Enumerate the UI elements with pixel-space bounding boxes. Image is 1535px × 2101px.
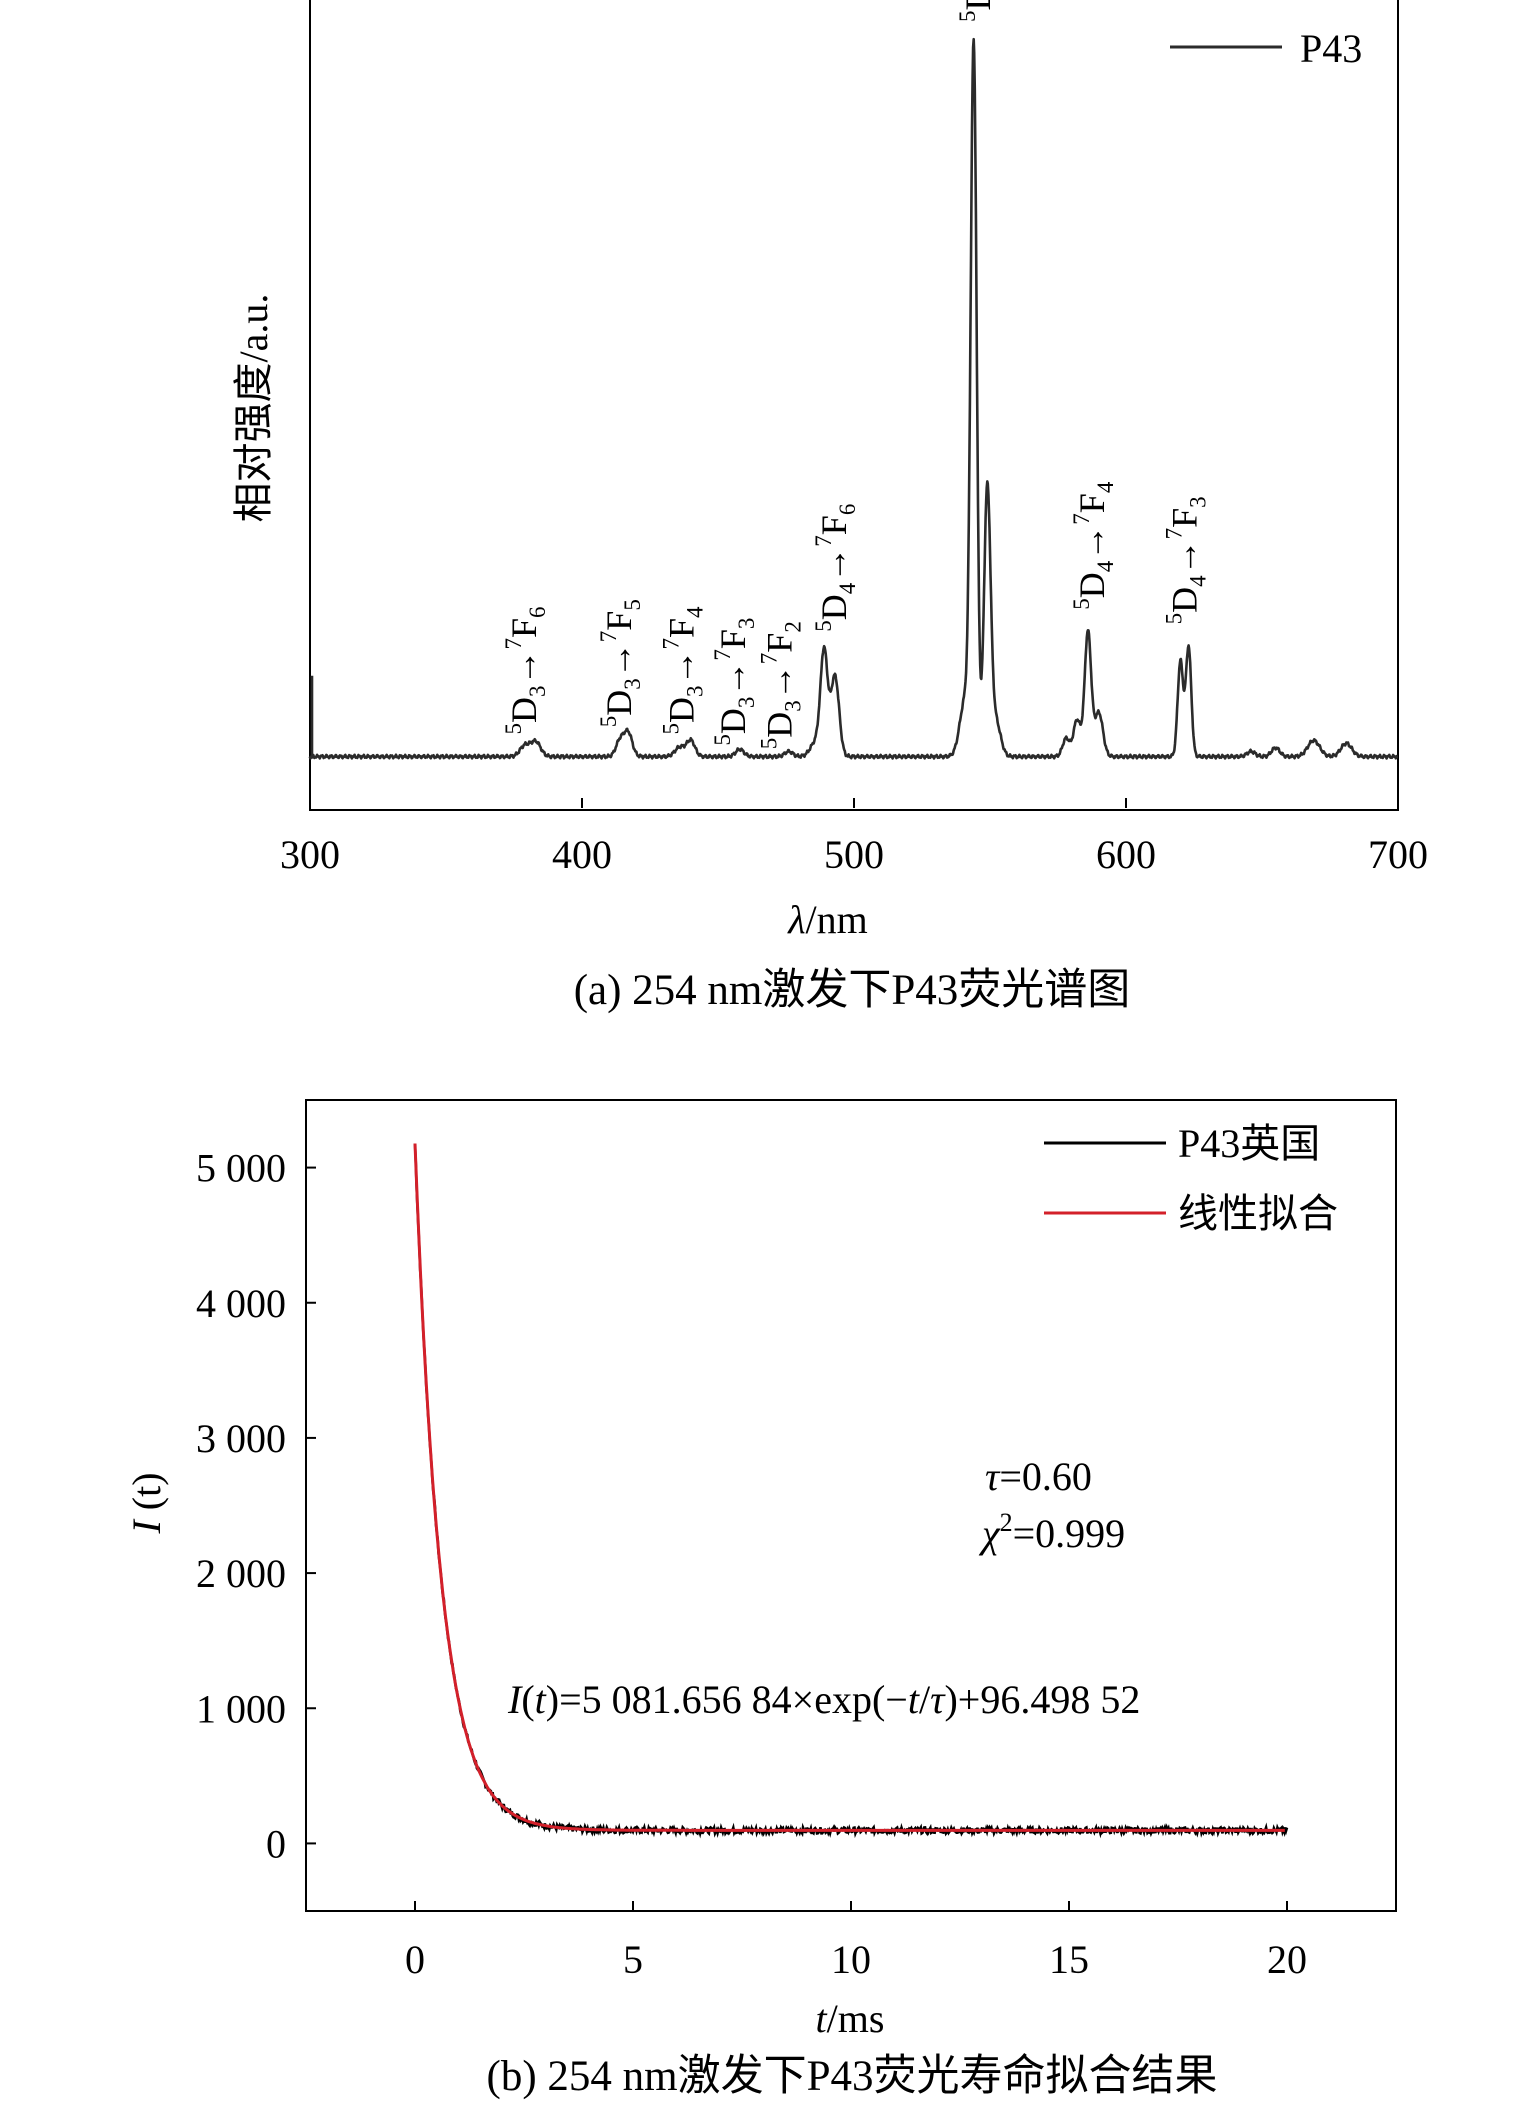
chart-b-y-tick-label: 3 000 xyxy=(196,1416,286,1461)
legend-a-label-p43: P43 xyxy=(1300,26,1362,71)
series-fit-line xyxy=(413,1143,1285,1832)
chart-b-y-ticks: 0 1 000 2 000 3 000 4 000 5 000 xyxy=(196,1146,316,1866)
series-p43-raw-line xyxy=(413,1143,1289,1839)
chart-a-caption: (a) 254 nm激发下P43荧光谱图 xyxy=(574,967,1131,1014)
chart-a: 300 400 500 600 700 5D3→7F65D3→7F55D3→7F45D3… xyxy=(231,0,1428,1014)
chart-b-y-tick-label: 5 000 xyxy=(196,1146,286,1191)
peak-label: 5D3→7F5 xyxy=(596,599,645,727)
peak-label: 5D4→7F3 xyxy=(1162,496,1211,624)
peak-label: 5D3→7F2 xyxy=(756,621,805,749)
chart-a-x-ticks: 300 400 500 600 700 xyxy=(280,798,1428,877)
fit-equation: I(t)=5 081.656 84×exp(−t/τ)+96.498 52 xyxy=(507,1677,1140,1722)
chart-b-caption: (b) 254 nm激发下P43荧光寿命拟合结果 xyxy=(487,2052,1218,2100)
chart-b-x-tick-label: 15 xyxy=(1049,1937,1089,1982)
chart-b-x-tick-label: 5 xyxy=(623,1937,643,1982)
chi2-annotation: χ2=0.999 xyxy=(978,1508,1125,1556)
legend-b-label-raw: P43英国 xyxy=(1178,1121,1320,1166)
chart-b-y-tick-label: 4 000 xyxy=(196,1281,286,1326)
chart-a-frame xyxy=(309,0,1399,811)
chart-a-x-tick-label: 400 xyxy=(552,832,612,877)
chart-b-x-tick-label: 20 xyxy=(1267,1937,1307,1982)
chart-b-x-ticks: 0 5 10 15 20 xyxy=(405,1901,1307,1982)
peak-label: 5D4→7F5 xyxy=(955,0,1004,22)
chart-a-x-tick-label: 300 xyxy=(280,832,340,877)
chart-b-y-label: I (t) xyxy=(124,1472,169,1534)
chart-b-x-tick-label: 0 xyxy=(405,1937,425,1982)
peak-label: 5D4→7F6 xyxy=(811,504,860,632)
chart-a-x-tick-label: 500 xyxy=(824,832,884,877)
peak-label: 5D4→7F4 xyxy=(1069,481,1118,610)
series-p43-line xyxy=(308,37,1399,760)
chart-b-y-tick-label: 0 xyxy=(266,1821,286,1866)
chart-a-y-label: 相对强度/a.u. xyxy=(231,294,276,523)
chart-b: 0 5 10 15 20 0 1 000 2 000 3 000 4 000 5 000 P43英… xyxy=(124,1099,1397,2100)
chart-a-x-label: λ/nm xyxy=(787,897,868,942)
legend-b-label-fit: 线性拟合 xyxy=(1178,1191,1338,1236)
peak-label: 5D3→7F3 xyxy=(710,618,759,746)
chart-b-x-tick-label: 10 xyxy=(831,1937,871,1982)
chart-b-y-tick-label: 1 000 xyxy=(196,1686,286,1731)
tau-annotation: τ=0.60 xyxy=(985,1454,1092,1499)
peak-label: 5D3→7F6 xyxy=(501,606,550,734)
peak-label: 5D3→7F4 xyxy=(659,606,708,735)
chart-a-x-tick-label: 700 xyxy=(1368,832,1428,877)
chart-b-x-label: t/ms xyxy=(816,1996,885,2041)
chart-b-y-tick-label: 2 000 xyxy=(196,1551,286,1596)
chart-a-x-tick-label: 600 xyxy=(1096,832,1156,877)
